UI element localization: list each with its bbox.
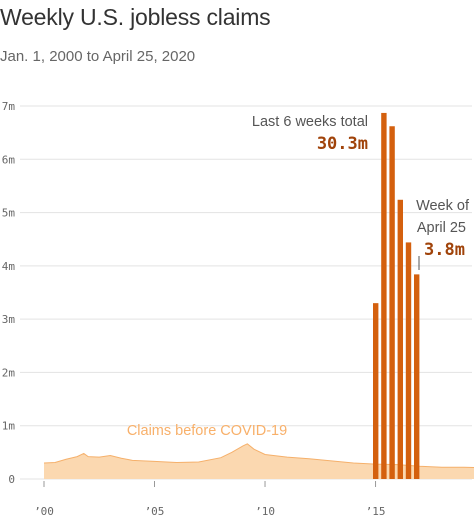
covid-bar	[414, 274, 420, 479]
y-tick-label: 1m	[2, 420, 16, 433]
week-label-line1: Week of	[416, 198, 470, 214]
total-label: Last 6 weeks total	[252, 114, 368, 130]
x-tick-label: ’10	[255, 505, 275, 518]
covid-bar	[389, 126, 395, 480]
y-tick-label: 2m	[2, 366, 16, 379]
chart-subtitle: Jan. 1, 2000 to April 25, 2020	[0, 48, 196, 65]
week-label-line2: April 25	[417, 220, 466, 236]
x-tick-label: ’00	[34, 505, 54, 518]
week-value: 3.8m	[424, 240, 465, 260]
y-axis-ticks: 0 1m 2m 3m 4m 5m 6m 7m	[2, 100, 16, 486]
covid-bar	[405, 242, 412, 479]
y-tick-label: 6m	[2, 153, 16, 166]
area-series-label: Claims before COVID-19	[127, 423, 287, 439]
covid-bar	[373, 303, 379, 479]
x-axis-ticks: ’00’05’10’15’20	[34, 481, 386, 518]
y-tick-label: 0	[8, 473, 15, 486]
covid-bar	[381, 112, 387, 480]
y-tick-label: 7m	[2, 100, 16, 113]
x-tick-label: ’05	[145, 505, 165, 518]
y-tick-label: 3m	[2, 313, 16, 326]
total-value: 30.3m	[317, 134, 368, 154]
y-tick-label: 4m	[2, 260, 16, 273]
pre-covid-area-fill	[44, 443, 474, 479]
covid-bars	[373, 112, 420, 480]
y-tick-label: 5m	[2, 207, 16, 220]
annotations: Claims before COVID-19 Last 6 weeks tota…	[127, 114, 470, 439]
chart-title: Weekly U.S. jobless claims	[0, 4, 271, 30]
x-tick-label: ’15	[366, 505, 386, 518]
covid-bar	[397, 199, 403, 480]
